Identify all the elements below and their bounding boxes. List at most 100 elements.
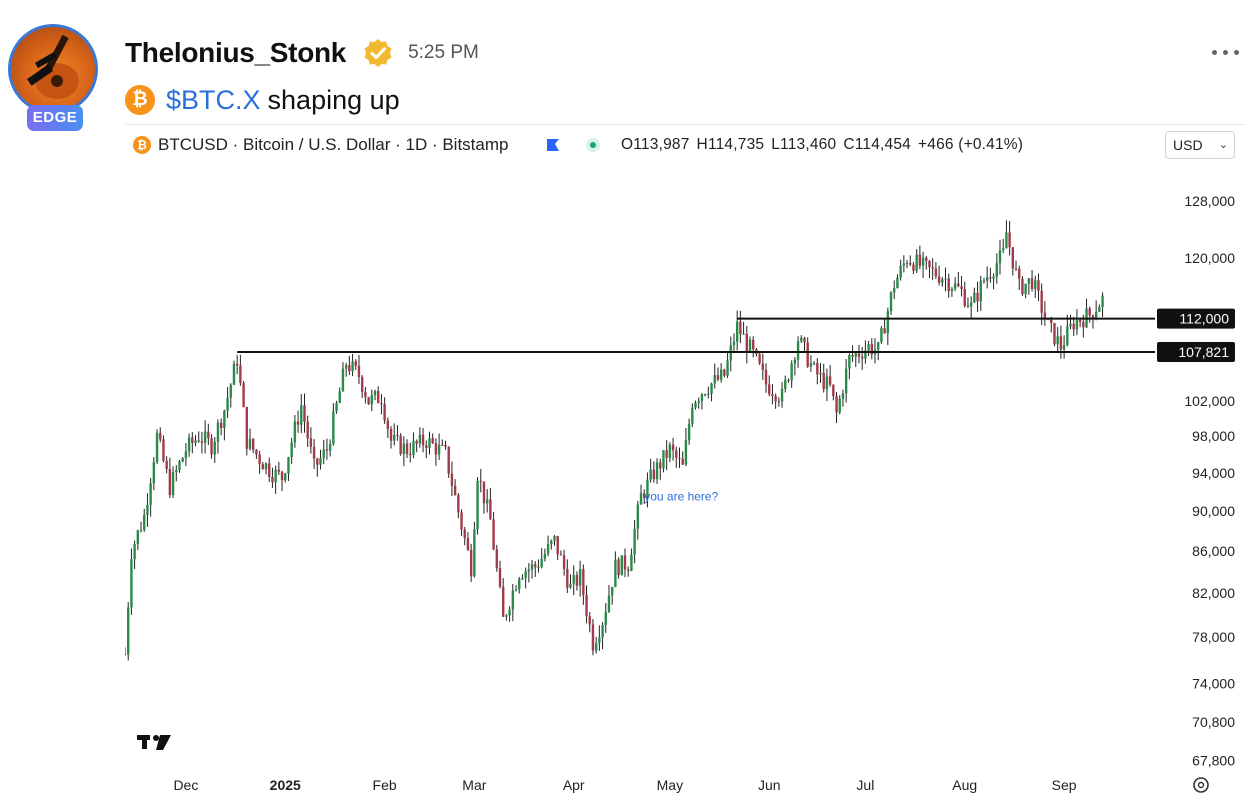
candle-body (703, 394, 707, 396)
candle-body (293, 421, 297, 443)
candle-body (857, 353, 861, 357)
tradingview-logo-icon (137, 735, 171, 750)
y-tick-label: 102,000 (1184, 393, 1235, 409)
candle-body (296, 421, 300, 425)
candle-body (787, 379, 790, 381)
candle-body (370, 395, 373, 405)
candle-body (502, 586, 505, 617)
y-tick-label: 94,000 (1192, 465, 1235, 481)
candle-body (389, 428, 393, 441)
candle-body (559, 554, 563, 556)
candle-body (143, 514, 146, 530)
candle-body (306, 421, 309, 439)
candle-body (203, 431, 207, 443)
settings-gear-icon[interactable] (1193, 777, 1209, 793)
candle-body (482, 481, 486, 504)
candle-body (338, 391, 341, 403)
candle-body (540, 558, 543, 568)
candle-body (893, 288, 896, 293)
candle-body (694, 402, 697, 408)
candle-body (386, 420, 390, 429)
candle-body (607, 595, 611, 612)
candle-body (146, 504, 149, 515)
candle-body (453, 485, 457, 495)
candle-body (534, 564, 537, 568)
ohlc-change: +466 (+0.41%) (918, 136, 1024, 153)
chart-image[interactable]: ₿ BTCUSD · Bitcoin / U.S. Dollar · 1D · … (125, 124, 1245, 804)
candle-body (360, 376, 364, 392)
candle-body (187, 437, 191, 452)
candle-body (1078, 320, 1082, 323)
candle-body (261, 464, 265, 470)
candle-body (591, 624, 595, 651)
candle-body (735, 321, 739, 342)
candle-body (761, 363, 765, 370)
candle-body (444, 444, 447, 447)
candle-body (364, 391, 367, 398)
candle-body (1094, 311, 1098, 319)
candle-body (348, 365, 351, 372)
candle-body (280, 471, 284, 481)
edge-badge: EDGE (27, 105, 83, 131)
avatar-image (11, 27, 95, 111)
candle-body (415, 441, 418, 444)
candle-body (1066, 326, 1069, 346)
candle-body (909, 263, 912, 265)
candle-body (125, 654, 127, 656)
post-text: shaping up (267, 84, 400, 115)
candle-body (319, 457, 322, 465)
post-time: 5:25 PM (408, 42, 479, 63)
candle-body (877, 342, 880, 350)
ohlc-close: C114,454 (843, 136, 911, 153)
candle-body (687, 423, 691, 441)
candle-body (976, 292, 979, 302)
candle-body (1075, 320, 1079, 330)
candle-body (921, 257, 925, 266)
candle-body (290, 442, 293, 458)
candle-body (213, 441, 216, 455)
candle-body (377, 391, 380, 404)
avatar[interactable]: EDGE (8, 24, 98, 134)
candle-body (521, 578, 524, 580)
candle-body (1024, 283, 1027, 295)
candle-body (822, 372, 825, 390)
candle-body (925, 257, 928, 261)
candle-body (860, 356, 864, 359)
candle-body (284, 473, 287, 481)
username[interactable]: Thelonius_Stonk (125, 37, 347, 68)
y-tick-label: 70,800 (1192, 714, 1235, 730)
candle-body (870, 344, 873, 355)
candle-body (796, 341, 800, 360)
candle-body (1062, 345, 1066, 350)
candle-body (950, 288, 954, 292)
candle-body (812, 363, 816, 365)
candle-body (162, 439, 165, 461)
candle-body (511, 590, 515, 610)
bitcoin-icon: ₿ (125, 85, 155, 115)
candle-body (328, 443, 332, 451)
candle-body (793, 359, 797, 364)
candle-body (723, 369, 726, 376)
candle-body (620, 555, 623, 576)
candle-body (646, 479, 649, 498)
currency-select[interactable]: USD ⌄ (1165, 131, 1235, 159)
more-options-icon[interactable] (1212, 42, 1248, 62)
candle-body (357, 365, 361, 377)
candle-body (530, 564, 534, 570)
cashtag-link[interactable]: $BTC.X (166, 84, 261, 115)
post-header: Thelonius_Stonk 5:25 PM (125, 33, 479, 73)
candle-body (985, 277, 989, 281)
candle-body (851, 355, 854, 357)
candle-body (184, 451, 188, 459)
x-tick-label: Apr (563, 777, 585, 793)
candle-body (168, 468, 172, 496)
candle-body (332, 411, 335, 444)
candle-body (610, 587, 614, 596)
candle-body (617, 559, 620, 576)
y-tick-label: 120,000 (1184, 250, 1235, 266)
candle-body (819, 372, 822, 375)
candle-body (883, 328, 886, 334)
candle-body (1008, 232, 1011, 248)
candle-body (678, 457, 681, 459)
candle-body (322, 449, 325, 458)
